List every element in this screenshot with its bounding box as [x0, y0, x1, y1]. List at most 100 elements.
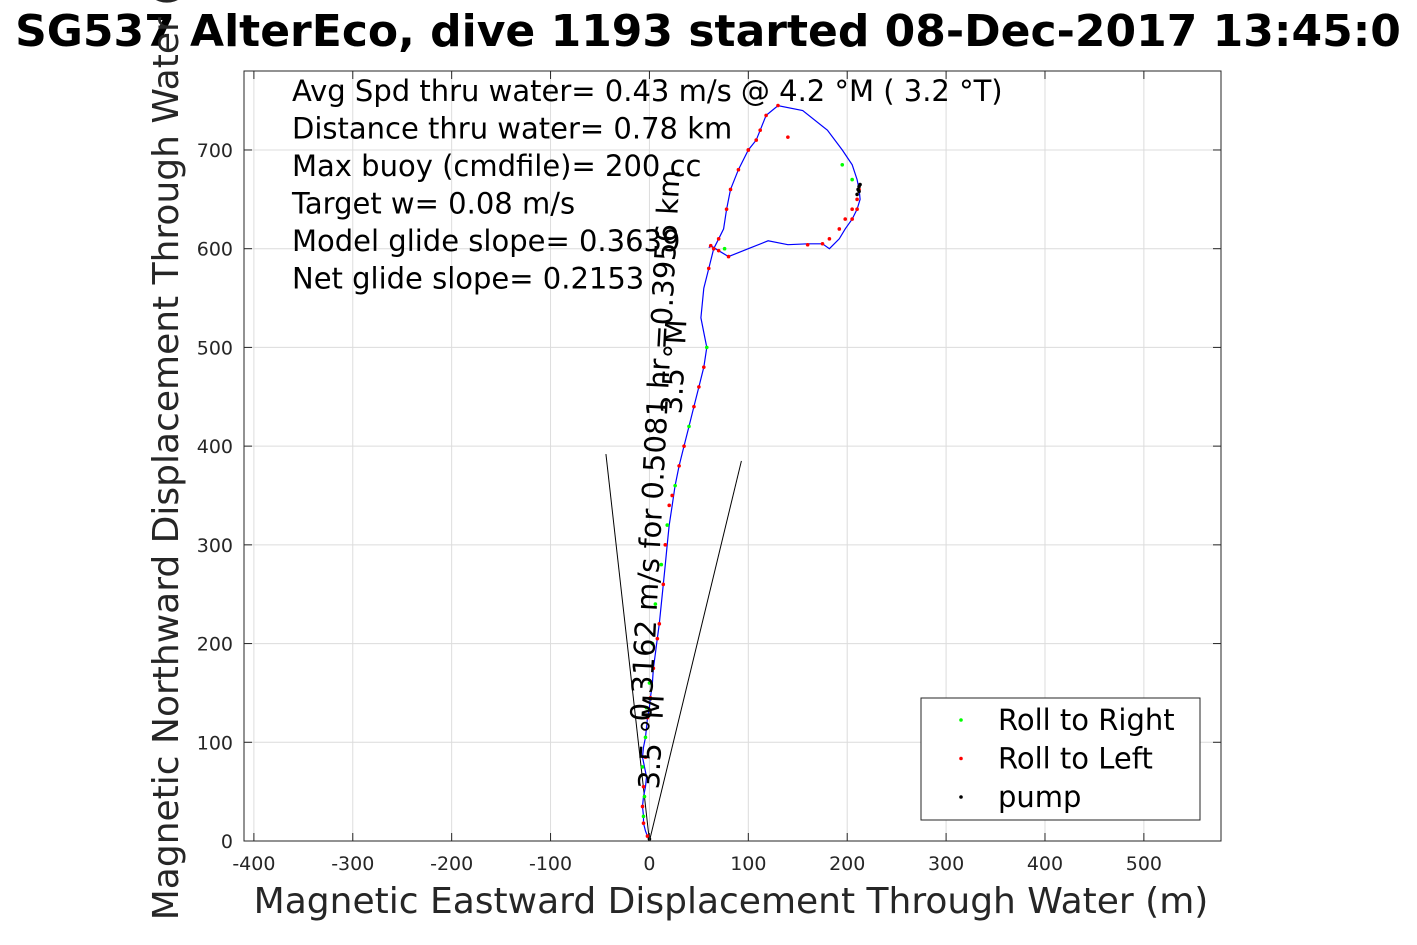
marker-roll-to-left	[702, 365, 706, 369]
marker-roll-to-left	[692, 404, 696, 409]
marker-roll-to-right	[659, 562, 664, 567]
marker-pump	[855, 192, 859, 197]
marker-roll-to-left	[663, 543, 668, 547]
marker-roll-to-left	[667, 503, 672, 508]
marker-roll-to-left	[726, 254, 731, 259]
marker-roll-to-left	[736, 167, 741, 172]
marker-roll-to-right	[644, 705, 649, 710]
marker-roll-to-left	[764, 113, 768, 118]
legend-label-pump: pump	[998, 780, 1081, 814]
marker-pump	[858, 182, 862, 187]
cone-lines	[605, 453, 742, 842]
marker-roll-to-left	[855, 207, 859, 212]
x-tick-label: 200	[829, 853, 865, 875]
legend-label-roll-to-right: Roll to Right	[998, 703, 1175, 737]
marker-roll-to-left	[758, 128, 762, 133]
y-tick-label: 200	[197, 634, 233, 656]
marker-pump	[857, 189, 861, 194]
marker-roll-to-left	[850, 217, 854, 221]
marker-roll-to-right	[722, 246, 727, 251]
x-tick-label: 0	[643, 853, 655, 875]
stat-line: Max buoy (cmdfile)= 200 cc	[292, 149, 701, 183]
marker-roll-to-left	[670, 493, 674, 498]
marker-roll-to-left	[724, 207, 729, 212]
marker-roll-to-left	[776, 103, 780, 108]
marker-roll-to-left	[657, 622, 662, 626]
x-axis-label: Magnetic Eastward Displacement Through W…	[254, 881, 1209, 922]
marker-roll-to-left	[827, 237, 832, 241]
marker-roll-to-right	[653, 602, 658, 606]
marker-roll-to-left	[820, 241, 825, 246]
marker-roll-to-left	[648, 696, 653, 700]
stat-line: Distance thru water= 0.78 km	[292, 112, 732, 146]
marker-roll-to-right	[650, 641, 655, 646]
marker-roll-to-left	[716, 237, 721, 241]
y-tick-label: 500	[197, 337, 233, 359]
marker-roll-to-left	[837, 227, 842, 231]
cone-line	[605, 453, 650, 842]
marker-roll-to-left	[641, 784, 646, 789]
marker-roll-to-left	[850, 207, 854, 212]
legend: Roll to Right Roll to Left pump	[920, 697, 1201, 821]
marker-roll-to-left	[716, 248, 721, 253]
marker-roll-to-left	[661, 582, 666, 587]
segment-label: 3.5 °M	[632, 694, 671, 791]
marker-roll-to-right	[704, 345, 709, 350]
x-tick-label: 400	[1027, 853, 1063, 875]
marker-roll-to-left	[645, 715, 650, 720]
marker-roll-to-left	[805, 242, 810, 247]
marker-roll-to-left	[641, 821, 646, 826]
y-axis-label: Magnetic Northward Displacement Through …	[146, 0, 187, 920]
x-tick-label: 500	[1126, 853, 1162, 875]
axis-ticks: -400 -300 -200 -100 0 100 200 300 400 500 0 100 200 3…	[197, 71, 1221, 875]
marker-roll-to-right	[641, 814, 646, 819]
x-tick-label: -300	[331, 853, 374, 875]
marker-roll-to-left	[643, 755, 648, 759]
y-tick-label: 300	[197, 535, 233, 557]
marker-roll-to-left	[708, 243, 713, 248]
marker-roll-to-right	[687, 424, 691, 429]
x-tick-label: 100	[730, 853, 766, 875]
chart-title: SG537 AlterEco, dive 1193 started 08-Dec…	[15, 6, 1401, 57]
plot-frame	[243, 70, 1222, 842]
marker-layer	[640, 103, 862, 841]
marker-roll-to-left	[682, 444, 686, 448]
legend-marker-pump	[959, 795, 963, 799]
x-tick-label: 300	[928, 853, 964, 875]
x-tick-label: -200	[430, 853, 473, 875]
segment-label: 3.5 °M	[655, 318, 694, 415]
y-tick-label: 0	[221, 831, 233, 853]
marker-roll-to-right	[673, 483, 677, 488]
stats-block: Avg Spd thru water= 0.43 m/s @ 4.2 °M ( …	[291, 74, 1003, 296]
marker-roll-to-right	[850, 177, 854, 182]
marker-roll-to-left	[754, 138, 759, 142]
marker-roll-to-left	[677, 464, 681, 468]
y-tick-label: 600	[197, 239, 233, 261]
stat-line: Avg Spd thru water= 0.43 m/s @ 4.2 °M ( …	[292, 74, 1003, 108]
marker-roll-to-left	[697, 385, 701, 389]
legend-box	[920, 697, 1201, 821]
marker-roll-to-left	[786, 135, 790, 139]
marker-roll-to-left	[651, 666, 656, 671]
marker-roll-to-right	[640, 765, 645, 769]
marker-roll-to-left	[706, 266, 711, 271]
y-tick-label: 400	[197, 436, 233, 458]
legend-label-roll-to-left: Roll to Left	[998, 742, 1153, 776]
legend-marker-roll-to-right	[959, 718, 963, 722]
marker-roll-to-right	[643, 735, 648, 740]
marker-roll-to-right	[840, 162, 845, 167]
x-tick-label: -100	[529, 853, 572, 875]
y-tick-label: 100	[197, 732, 233, 754]
marker-roll-to-right	[665, 523, 670, 527]
marker-roll-to-left	[746, 148, 751, 152]
marker-roll-to-left	[711, 246, 716, 251]
cone-line	[648, 460, 742, 842]
stat-line: Target w= 0.08 m/s	[291, 187, 575, 221]
stat-line: Net glide slope= 0.2153	[292, 262, 644, 296]
marker-roll-to-left	[655, 636, 660, 641]
marker-roll-to-left	[640, 804, 645, 809]
marker-roll-to-right	[647, 681, 652, 685]
x-tick-label: -400	[232, 853, 275, 875]
marker-roll-to-left	[645, 834, 650, 838]
